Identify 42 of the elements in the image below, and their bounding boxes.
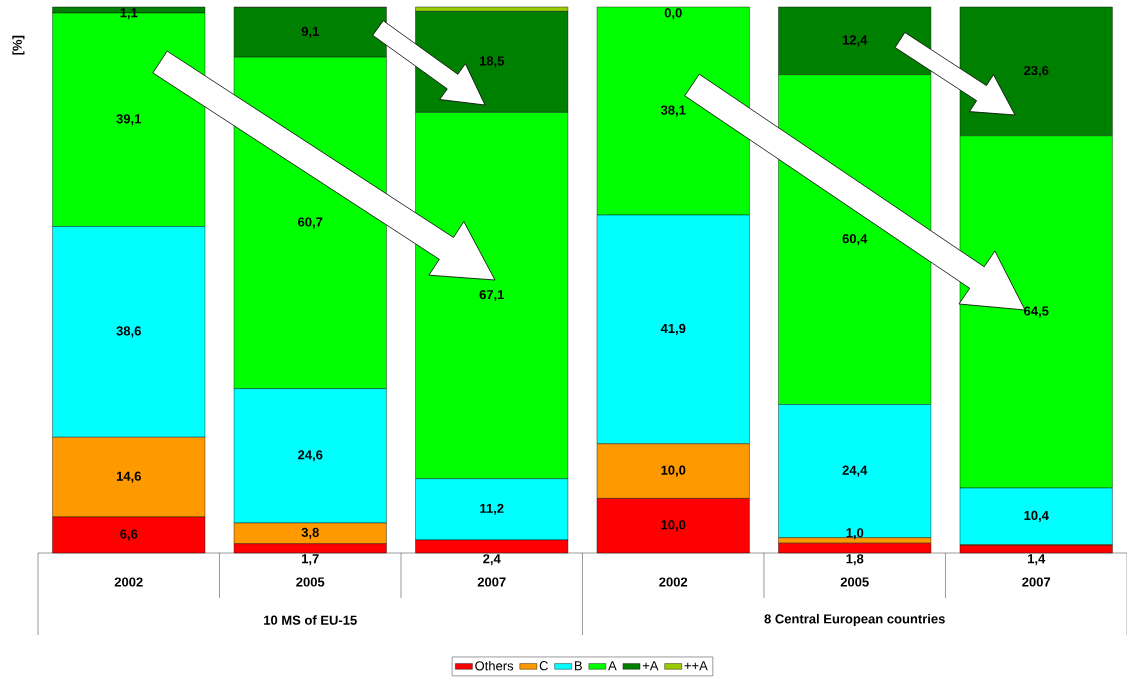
x-tick-label: 2002	[659, 577, 688, 587]
data-label: 38,1	[660, 105, 686, 117]
y-axis-title: [%]	[12, 35, 25, 55]
data-label: 67,1	[479, 290, 505, 302]
data-label: 10,0	[661, 520, 686, 532]
data-label: 3,8	[301, 527, 319, 539]
x-tick-label: 2005	[296, 577, 325, 587]
data-label: 11,2	[480, 503, 504, 515]
data-label: 39,1	[116, 114, 142, 126]
data-label: 24,6	[298, 450, 323, 462]
data-label: 10,0	[661, 465, 686, 477]
legend-label: +A	[642, 661, 659, 671]
data-label: 60,4	[842, 234, 868, 246]
data-label: 9,1	[301, 26, 319, 38]
legend-label: ++A	[684, 661, 708, 671]
data-label: 24,4	[842, 465, 868, 477]
data-label: 64,5	[1024, 306, 1049, 318]
x-tick-label: 2007	[1022, 577, 1051, 587]
data-label: 1,4	[1028, 554, 1046, 566]
legend-label: Others	[475, 660, 514, 671]
data-label: 41,9	[660, 323, 686, 335]
data-label: 2,4	[483, 554, 501, 566]
data-label: 23,6	[1024, 65, 1049, 77]
data-label: 38,6	[116, 326, 141, 338]
data-label: 10,4	[1024, 510, 1049, 522]
data-label: 6,6	[120, 529, 138, 541]
x-tick-label: 2002	[114, 577, 143, 587]
legend-label: A	[608, 661, 617, 671]
data-label: 60,7	[298, 217, 323, 229]
data-label: 1,7	[302, 554, 319, 566]
data-label: 1,8	[846, 554, 864, 566]
data-label: 1,0	[846, 528, 864, 540]
legend-label: C	[539, 661, 548, 671]
text: 10 MS of EU-15	[264, 615, 357, 625]
text: 8 Central European countries	[764, 613, 945, 627]
x-tick-label: 2005	[840, 577, 869, 587]
data-label: 12,4	[842, 35, 868, 47]
legend-label: B	[575, 661, 582, 671]
data-label: 0,0	[664, 8, 682, 20]
data-label: 18,5	[479, 56, 505, 68]
x-tick-label: 2007	[477, 577, 506, 587]
data-label: 14,6	[116, 471, 141, 483]
